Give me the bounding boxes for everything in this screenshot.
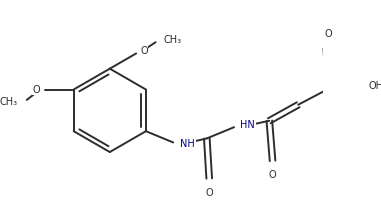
- Text: NH: NH: [180, 139, 195, 149]
- Text: O: O: [32, 85, 40, 95]
- Text: CH₃: CH₃: [0, 97, 17, 107]
- Text: CH₃: CH₃: [163, 35, 182, 45]
- Text: O: O: [324, 29, 332, 39]
- Text: OH: OH: [369, 81, 381, 91]
- Text: HN: HN: [240, 120, 255, 130]
- Text: O: O: [140, 46, 148, 56]
- Text: O: O: [205, 188, 213, 198]
- Text: O: O: [269, 170, 276, 180]
